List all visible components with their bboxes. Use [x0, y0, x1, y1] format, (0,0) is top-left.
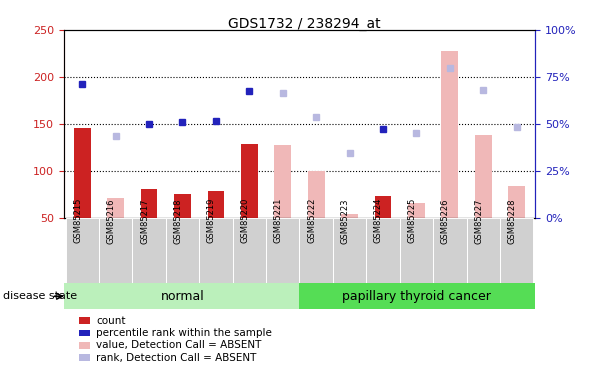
Text: GSM85226: GSM85226	[441, 198, 450, 243]
Text: GSM85219: GSM85219	[207, 198, 216, 243]
Bar	[399, 217, 433, 283]
Bar	[140, 189, 157, 217]
Bar	[74, 128, 91, 217]
Text: percentile rank within the sample: percentile rank within the sample	[96, 328, 272, 338]
Text: GSM85218: GSM85218	[173, 198, 182, 243]
Text: GSM85221: GSM85221	[274, 198, 283, 243]
Bar	[107, 198, 124, 217]
Text: disease state: disease state	[3, 291, 77, 301]
Text: count: count	[96, 316, 126, 326]
Text: value, Detection Call = ABSENT: value, Detection Call = ABSENT	[96, 340, 261, 350]
Text: papillary thyroid cancer: papillary thyroid cancer	[342, 290, 491, 303]
Text: GSM85217: GSM85217	[140, 198, 149, 243]
Text: GSM85222: GSM85222	[307, 198, 316, 243]
Bar	[341, 214, 358, 217]
Bar	[266, 217, 299, 283]
Bar	[66, 217, 99, 283]
Text: GSM85228: GSM85228	[508, 198, 517, 243]
Text: GSM85216: GSM85216	[106, 198, 116, 243]
Text: GSM85215: GSM85215	[73, 198, 82, 243]
Bar	[233, 217, 266, 283]
Bar	[299, 217, 333, 283]
Bar	[408, 203, 425, 217]
Bar	[299, 283, 535, 309]
Text: rank, Detection Call = ABSENT: rank, Detection Call = ABSENT	[96, 353, 257, 363]
Bar	[333, 217, 366, 283]
Text: GSM85227: GSM85227	[474, 198, 483, 243]
Text: GSM85220: GSM85220	[240, 198, 249, 243]
Bar	[274, 146, 291, 218]
Bar	[508, 186, 525, 218]
Bar	[475, 135, 492, 218]
Bar	[64, 283, 299, 309]
Bar	[199, 217, 233, 283]
Bar	[433, 217, 466, 283]
Bar	[375, 196, 392, 217]
Bar	[466, 217, 500, 283]
Text: GDS1732 / 238294_at: GDS1732 / 238294_at	[227, 17, 381, 31]
Bar	[308, 171, 325, 217]
Bar	[500, 217, 533, 283]
Bar	[207, 191, 224, 217]
Bar	[133, 217, 166, 283]
Text: GSM85223: GSM85223	[340, 198, 350, 243]
Bar	[99, 217, 133, 283]
Text: GSM85225: GSM85225	[407, 198, 416, 243]
Bar	[166, 217, 199, 283]
Text: normal: normal	[161, 290, 204, 303]
Bar	[441, 51, 458, 217]
Text: GSM85224: GSM85224	[374, 198, 383, 243]
Bar	[366, 217, 399, 283]
Bar	[174, 194, 191, 217]
Bar	[241, 144, 258, 218]
